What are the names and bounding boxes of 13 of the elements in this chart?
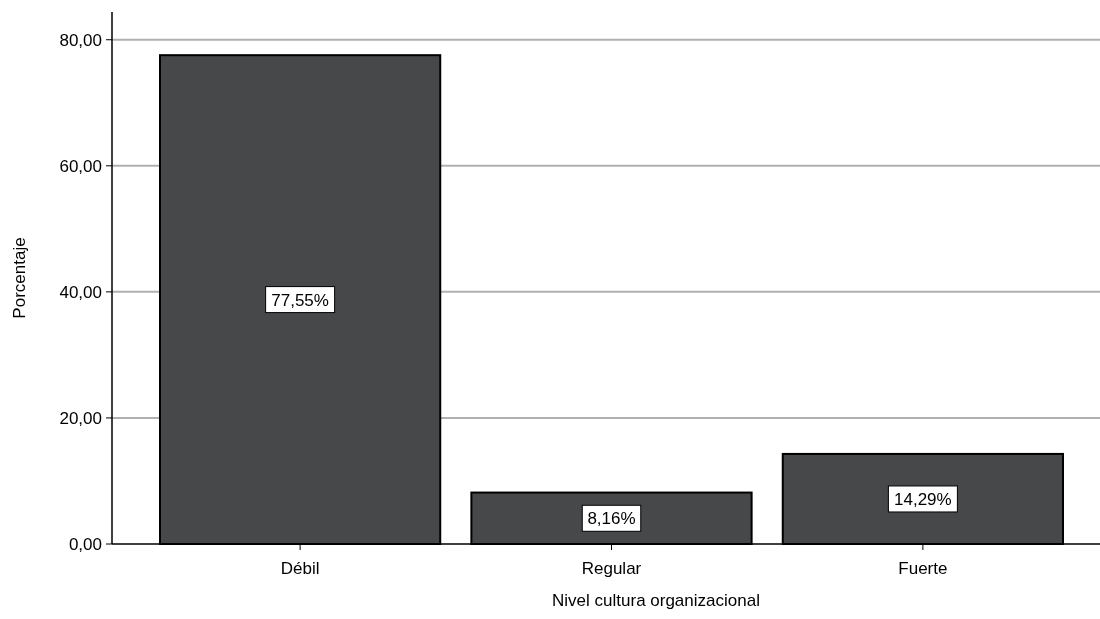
- y-tick-label: 80,00: [59, 30, 102, 50]
- y-tick-label: 40,00: [59, 282, 102, 302]
- x-tick-label: Fuerte: [898, 559, 948, 578]
- x-tick-label: Débil: [280, 559, 320, 578]
- x-axis-title: Nivel cultura organizacional: [552, 591, 760, 610]
- y-axis-title: Porcentaje: [10, 237, 29, 319]
- y-tick-label: 60,00: [59, 156, 102, 176]
- data-label: 8,16%: [587, 509, 636, 529]
- data-label: 14,29%: [894, 489, 952, 509]
- data-label: 77,55%: [271, 290, 329, 310]
- y-tick-label: 0,00: [68, 535, 102, 554]
- x-tick-label: Regular: [581, 559, 642, 578]
- y-tick-label: 20,00: [59, 408, 102, 428]
